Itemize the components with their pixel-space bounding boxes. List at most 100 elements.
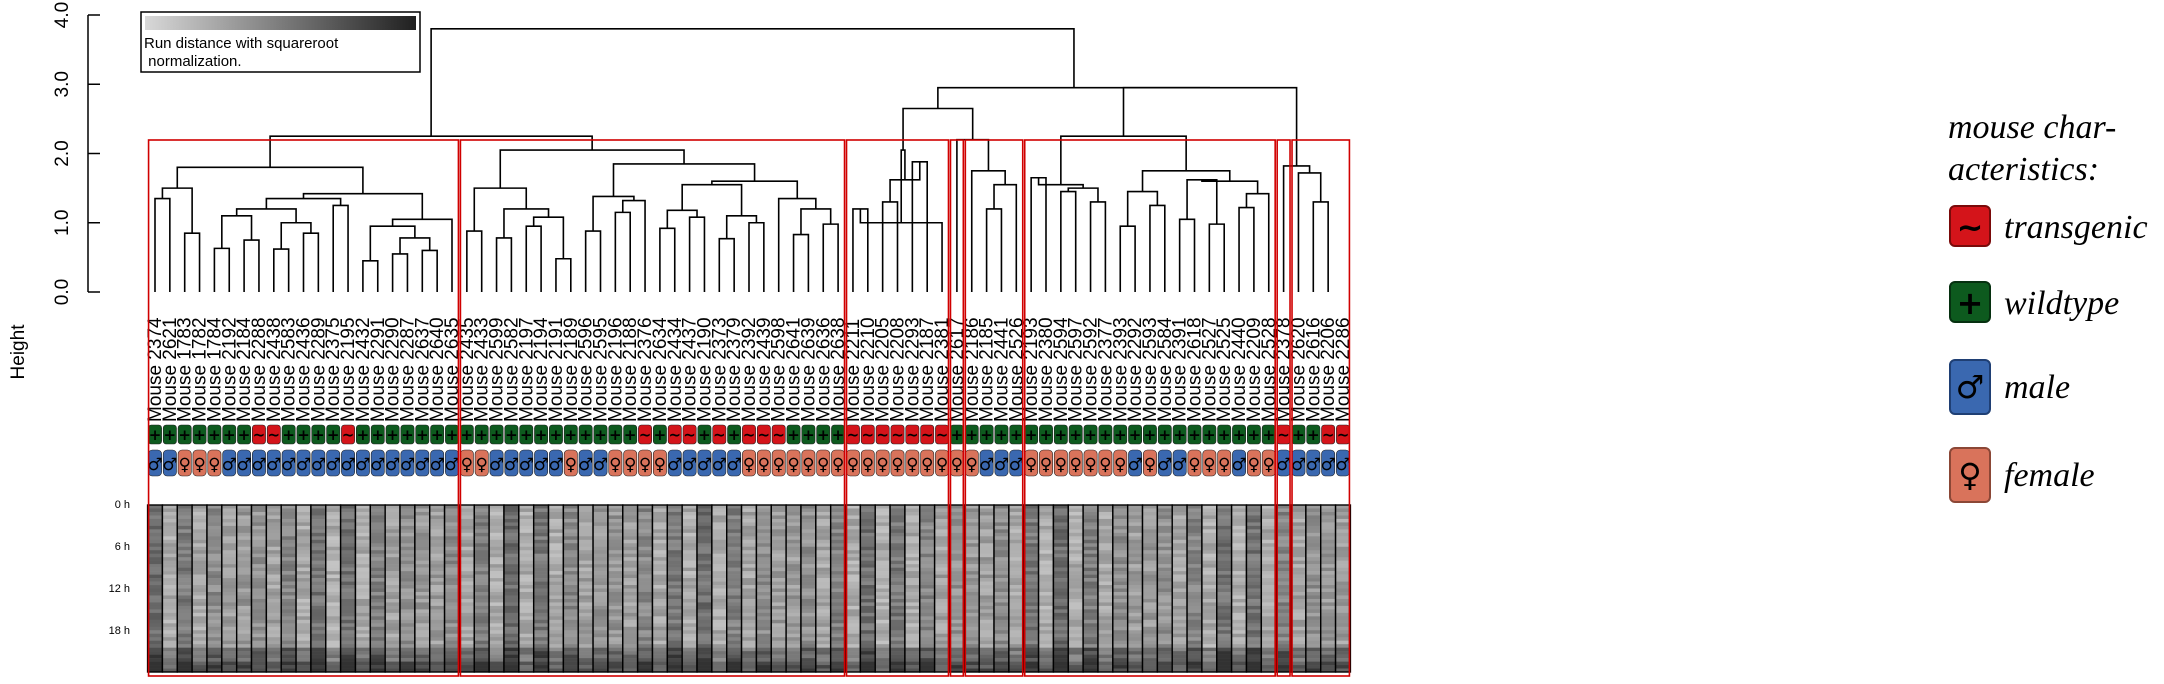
sex-symbol: ♀ <box>1114 455 1126 475</box>
group-symbol: ~ <box>891 426 904 444</box>
sex-symbol: ♀ <box>1084 455 1096 475</box>
sex-symbol: ♀ <box>966 455 978 475</box>
legend-label: male <box>2004 369 2070 406</box>
heatmap-column <box>206 504 223 673</box>
sex-marker <box>756 449 771 477</box>
dendrogram-link <box>777 197 817 292</box>
leaf-label: Mouse 2436 <box>294 317 315 422</box>
sex-symbol: ♂ <box>311 455 326 475</box>
sex-marker <box>608 449 623 477</box>
cluster-box <box>147 139 460 677</box>
cluster-box <box>1023 139 1276 677</box>
leaf-label: Mouse 2210 <box>858 317 879 422</box>
sex-symbol: ♀ <box>1248 455 1260 475</box>
sex-marker <box>341 449 355 477</box>
group-symbol: + <box>312 426 325 444</box>
group-symbol: + <box>1129 426 1142 444</box>
leaf-label: Mouse 2191 <box>546 317 567 422</box>
dendrogram-link <box>499 149 685 189</box>
dendrogram-link <box>725 215 758 239</box>
dendrogram-link <box>1208 223 1225 292</box>
group-marker <box>370 424 385 445</box>
sex-symbol: ♂ <box>994 455 1009 475</box>
dendrogram-link <box>681 183 743 216</box>
leaf-label: Mouse 2392 <box>739 317 760 422</box>
leaf-label: Mouse 2195 <box>338 317 359 422</box>
heatmap-column <box>161 504 178 673</box>
group-marker <box>1217 424 1232 445</box>
dendrogram-link <box>1297 172 1322 292</box>
group-symbol: + <box>297 426 310 444</box>
heatmap-column <box>1216 504 1233 673</box>
sex-symbol: ♀ <box>1188 455 1200 475</box>
sex-marker <box>1113 449 1128 477</box>
dendrogram-link <box>280 221 312 250</box>
heatmap-column <box>191 504 208 673</box>
heatmap-column <box>948 504 966 673</box>
group-marker <box>727 424 742 445</box>
dendrogram-link <box>1126 190 1159 227</box>
sex-marker <box>281 449 296 477</box>
sex-symbol: ♂ <box>519 455 534 475</box>
group-symbol: ~ <box>906 426 919 444</box>
sex-marker <box>1306 449 1321 477</box>
sex-marker <box>905 449 920 477</box>
group-marker <box>801 424 816 445</box>
heatmap-column <box>1037 504 1055 673</box>
heatmap-column <box>1201 504 1218 673</box>
group-symbol: ~ <box>862 426 875 444</box>
sex-marker <box>1157 449 1172 477</box>
group-marker <box>742 424 756 445</box>
leaf-label: Mouse 2593 <box>1140 317 1161 422</box>
sex-symbol: ♂ <box>355 455 370 475</box>
sex-marker <box>1202 449 1217 477</box>
heatmap-column <box>1052 504 1069 673</box>
group-indicator-row: + + + + + + + ~ ~ + + + + ~ + + + + + + + + + + + + + + + + + + + ~ + ~ ~ + ~ +… <box>148 424 1350 445</box>
heatmap-column <box>503 504 520 673</box>
sex-symbol: ♂ <box>667 455 682 475</box>
legend-item-female: ♀ female <box>1949 447 2095 503</box>
sex-symbol: ♀ <box>1218 455 1230 475</box>
sex-marker <box>400 449 415 477</box>
color-key: Run distance with squareroot normalizati… <box>140 11 421 73</box>
heatmap-column <box>815 504 832 673</box>
group-symbol: + <box>461 426 474 444</box>
dendrogram-link <box>391 218 453 292</box>
leaf-label: Mouse 2641 <box>784 317 805 422</box>
dendrogram-link <box>1238 206 1255 292</box>
sex-symbol: ♀ <box>193 455 205 475</box>
sex-marker <box>890 449 905 477</box>
sex-symbol: ♀ <box>743 455 755 475</box>
sex-symbol: ♀ <box>787 455 799 475</box>
sex-symbol: ♂ <box>370 455 385 475</box>
group-symbol: + <box>787 426 800 444</box>
group-marker <box>697 424 712 445</box>
sex-marker <box>578 449 593 477</box>
group-symbol: + <box>550 426 563 444</box>
group-marker <box>593 424 608 445</box>
heatmap-column <box>904 504 921 673</box>
leaf-label: Mouse 2637 <box>412 317 433 422</box>
legend-symbol: ~ <box>1957 208 1984 246</box>
sex-symbol: ♀ <box>802 455 814 475</box>
leaf-label: Mouse 2634 <box>650 317 671 422</box>
legend-symbol: ♂ <box>1956 368 1985 406</box>
group-marker <box>311 424 326 445</box>
leaf-label: Mouse 2377 <box>1095 317 1116 422</box>
legend-title-line2: acteristics: <box>1948 151 2099 188</box>
leaf-label: Mouse 2618 <box>1185 317 1206 422</box>
cluster-box <box>845 139 950 677</box>
sex-symbol: ♀ <box>891 455 903 475</box>
group-symbol: ~ <box>713 426 726 444</box>
color-key-gradient <box>145 16 416 30</box>
sex-marker <box>652 449 667 477</box>
sex-marker <box>534 449 549 477</box>
sex-marker <box>1246 449 1261 477</box>
group-symbol: + <box>223 426 236 444</box>
group-marker <box>563 424 578 445</box>
group-symbol: + <box>357 426 370 444</box>
sex-indicator-row: ♂ ♂ ♀ ♀ ♀ ♂ ♂ ♂ ♂ ♂ ♂ ♂ ♂ ♂ ♂ ♂ ♂ ♂ ♂ ♂ ♂ ♀ ♀ ♂ ♂ ♂ ♂ ♂ ♀ ♂ ♂ ♀ ♀ ♀ ♀ ♂ ♂ ♂ ♂ ♂… <box>147 449 1351 477</box>
heatmap-column <box>844 504 862 673</box>
dendrogram-link <box>666 209 698 229</box>
